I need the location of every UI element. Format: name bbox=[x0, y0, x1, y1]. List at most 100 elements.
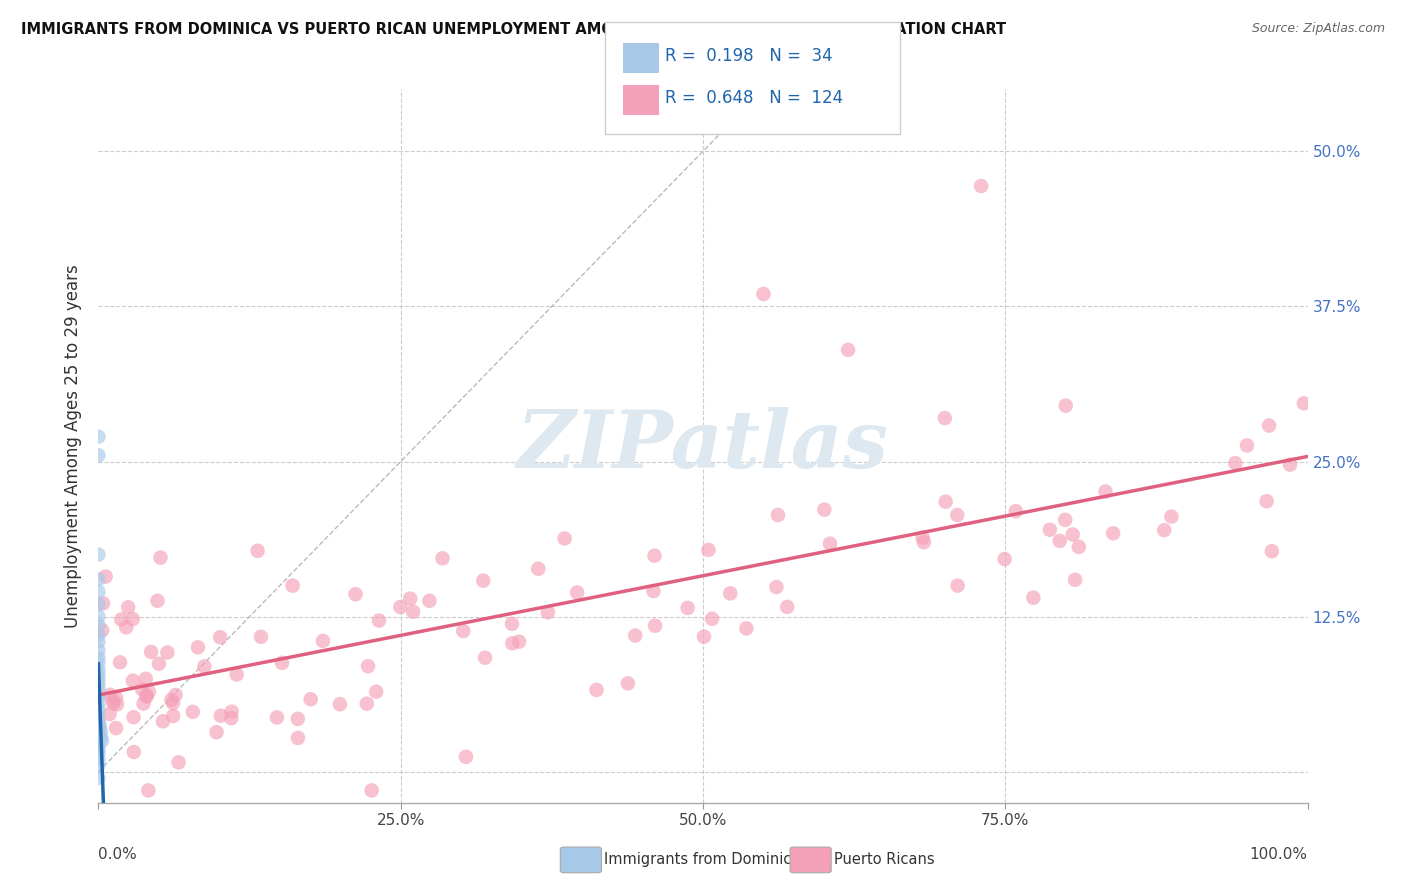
Point bbox=[87, 673, 110, 687]
Point bbox=[160, 693, 183, 707]
Point bbox=[356, 697, 378, 711]
Point bbox=[132, 697, 155, 711]
Point bbox=[89, 717, 111, 731]
Point bbox=[87, 663, 110, 677]
Point bbox=[91, 733, 114, 747]
Point bbox=[149, 550, 172, 565]
Point bbox=[115, 620, 138, 634]
Point bbox=[501, 616, 523, 631]
Point bbox=[766, 508, 789, 522]
Point bbox=[946, 508, 969, 522]
Point bbox=[87, 448, 110, 462]
Point bbox=[1279, 458, 1302, 472]
Point bbox=[565, 585, 588, 599]
Point bbox=[87, 771, 110, 785]
Point bbox=[451, 624, 474, 638]
Point bbox=[219, 711, 242, 725]
Point bbox=[617, 676, 640, 690]
Point bbox=[87, 609, 110, 624]
Point bbox=[454, 749, 477, 764]
Point bbox=[312, 633, 335, 648]
Point bbox=[117, 600, 139, 615]
Point bbox=[87, 703, 110, 717]
Text: 0.0%: 0.0% bbox=[98, 847, 138, 862]
Point bbox=[87, 758, 110, 772]
Point bbox=[508, 634, 530, 648]
Point bbox=[225, 667, 247, 681]
Point bbox=[90, 725, 112, 739]
FancyBboxPatch shape bbox=[561, 847, 602, 872]
Point bbox=[837, 343, 859, 357]
Point bbox=[98, 688, 121, 702]
Point bbox=[1256, 494, 1278, 508]
Point bbox=[765, 580, 787, 594]
Point bbox=[970, 179, 993, 194]
Point bbox=[87, 752, 110, 766]
Point bbox=[1054, 399, 1077, 413]
Point bbox=[221, 705, 243, 719]
Point bbox=[527, 562, 550, 576]
Point bbox=[281, 579, 304, 593]
Point bbox=[644, 618, 666, 632]
Point bbox=[135, 689, 157, 703]
Point bbox=[402, 605, 425, 619]
Point bbox=[101, 693, 124, 707]
Point bbox=[138, 783, 160, 797]
Point bbox=[271, 656, 294, 670]
Point bbox=[287, 731, 309, 745]
Text: Source: ZipAtlas.com: Source: ZipAtlas.com bbox=[1251, 22, 1385, 36]
Point bbox=[135, 690, 157, 704]
Point bbox=[1261, 544, 1284, 558]
Point bbox=[818, 536, 841, 550]
Text: R =  0.648   N =  124: R = 0.648 N = 124 bbox=[665, 89, 844, 107]
Point bbox=[246, 543, 269, 558]
Point bbox=[700, 612, 723, 626]
Point bbox=[399, 591, 422, 606]
Point bbox=[1039, 523, 1062, 537]
Point bbox=[585, 682, 607, 697]
Point bbox=[946, 578, 969, 592]
Text: ZIPatlas: ZIPatlas bbox=[517, 408, 889, 484]
Point bbox=[718, 586, 741, 600]
Point bbox=[138, 685, 160, 699]
Text: Puerto Ricans: Puerto Ricans bbox=[834, 853, 934, 867]
Point bbox=[87, 656, 110, 670]
Point bbox=[1236, 438, 1258, 452]
Point bbox=[91, 596, 114, 610]
Point bbox=[1022, 591, 1045, 605]
Point bbox=[121, 673, 143, 688]
Point bbox=[87, 742, 110, 756]
Point bbox=[87, 715, 110, 730]
Point bbox=[121, 612, 143, 626]
Point bbox=[167, 756, 190, 770]
Point bbox=[911, 531, 934, 545]
Point bbox=[87, 690, 110, 705]
Point bbox=[87, 678, 110, 692]
Point bbox=[1004, 504, 1026, 518]
Point bbox=[139, 645, 162, 659]
Point bbox=[193, 659, 215, 673]
Point bbox=[1049, 533, 1071, 548]
Point bbox=[105, 721, 128, 735]
Point bbox=[148, 657, 170, 671]
Point bbox=[146, 593, 169, 607]
Text: Immigrants from Dominica: Immigrants from Dominica bbox=[603, 853, 800, 867]
Point bbox=[676, 601, 699, 615]
Point bbox=[474, 650, 496, 665]
Point bbox=[752, 287, 775, 301]
Point bbox=[418, 594, 440, 608]
Point bbox=[87, 709, 110, 723]
Point bbox=[131, 682, 153, 697]
Text: R =  0.198   N =  34: R = 0.198 N = 34 bbox=[665, 47, 832, 65]
Point bbox=[1064, 573, 1087, 587]
Point bbox=[209, 630, 232, 644]
Point bbox=[266, 710, 288, 724]
Y-axis label: Unemployment Among Ages 25 to 29 years: Unemployment Among Ages 25 to 29 years bbox=[65, 264, 83, 628]
Point bbox=[1094, 484, 1116, 499]
Point bbox=[1102, 526, 1125, 541]
Point bbox=[205, 725, 228, 739]
Point bbox=[108, 656, 131, 670]
Point bbox=[357, 659, 380, 673]
Point bbox=[94, 569, 117, 583]
Point bbox=[1054, 513, 1077, 527]
